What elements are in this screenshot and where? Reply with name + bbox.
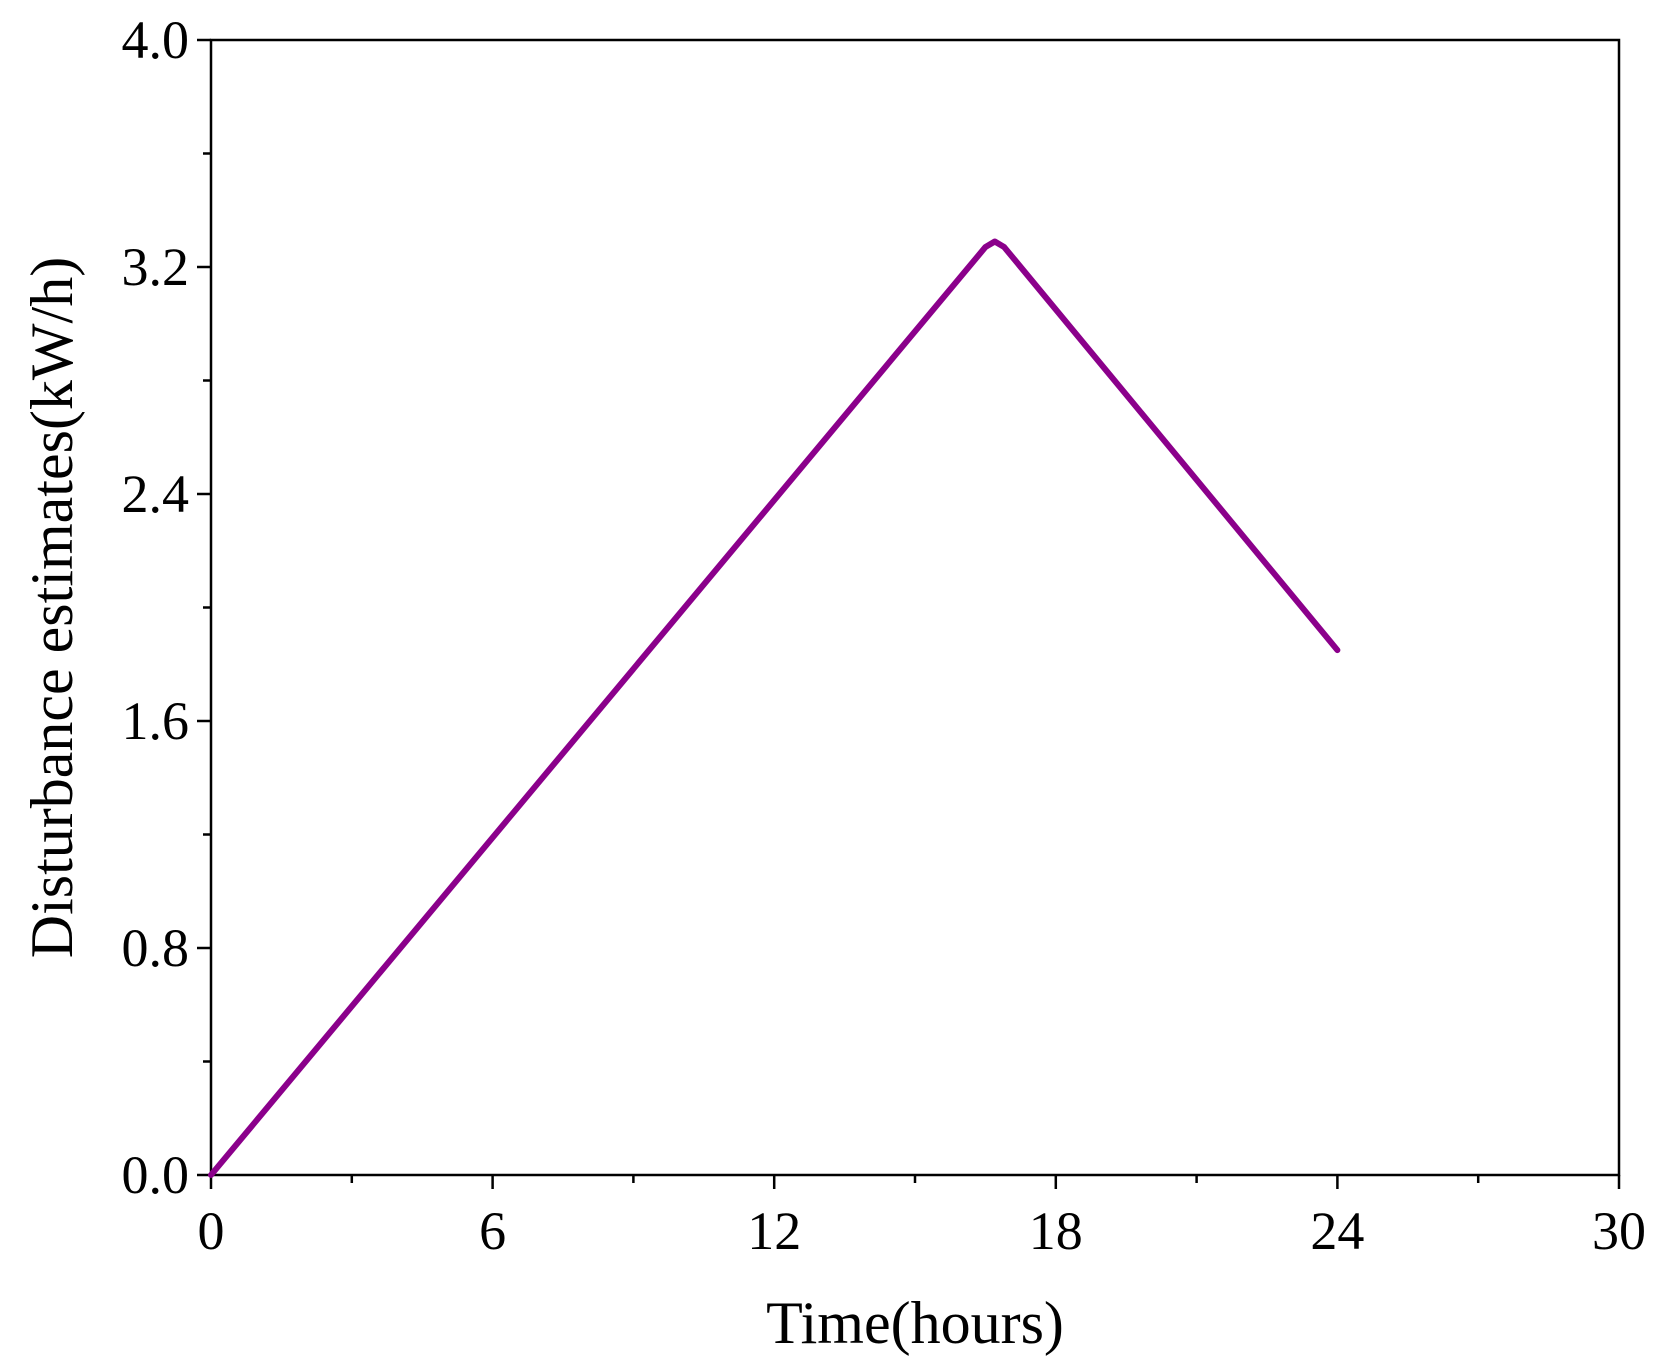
x-tick-label: 30 <box>1592 1201 1646 1261</box>
x-tick-label: 12 <box>747 1201 801 1261</box>
y-tick-label: 2.4 <box>122 464 190 524</box>
y-tick-label: 0.0 <box>122 1145 190 1205</box>
x-tick-label: 6 <box>479 1201 506 1261</box>
x-tick-label: 24 <box>1310 1201 1364 1261</box>
x-tick-label: 18 <box>1029 1201 1083 1261</box>
plot-frame <box>209 38 1621 1177</box>
y-tick-label: 1.6 <box>122 691 190 751</box>
y-tick-label: 0.8 <box>122 918 190 978</box>
x-axis-title: Time(hours) <box>766 1290 1064 1356</box>
plot-border <box>209 38 1621 1177</box>
x-tick-label: 0 <box>198 1201 225 1261</box>
y-tick-label: 3.2 <box>122 237 190 297</box>
x-axis-ticks: 0 6 12 18 24 30 <box>198 1175 1646 1261</box>
y-axis-title: Disturbance estimates(kW/h) <box>19 257 85 958</box>
series-layer <box>208 238 1341 1178</box>
y-tick-label: 4.0 <box>122 10 190 70</box>
y-axis-ticks: 0.0 0.8 1.6 2.4 3.2 4.0 <box>122 10 211 1205</box>
series-line <box>208 238 1341 1178</box>
